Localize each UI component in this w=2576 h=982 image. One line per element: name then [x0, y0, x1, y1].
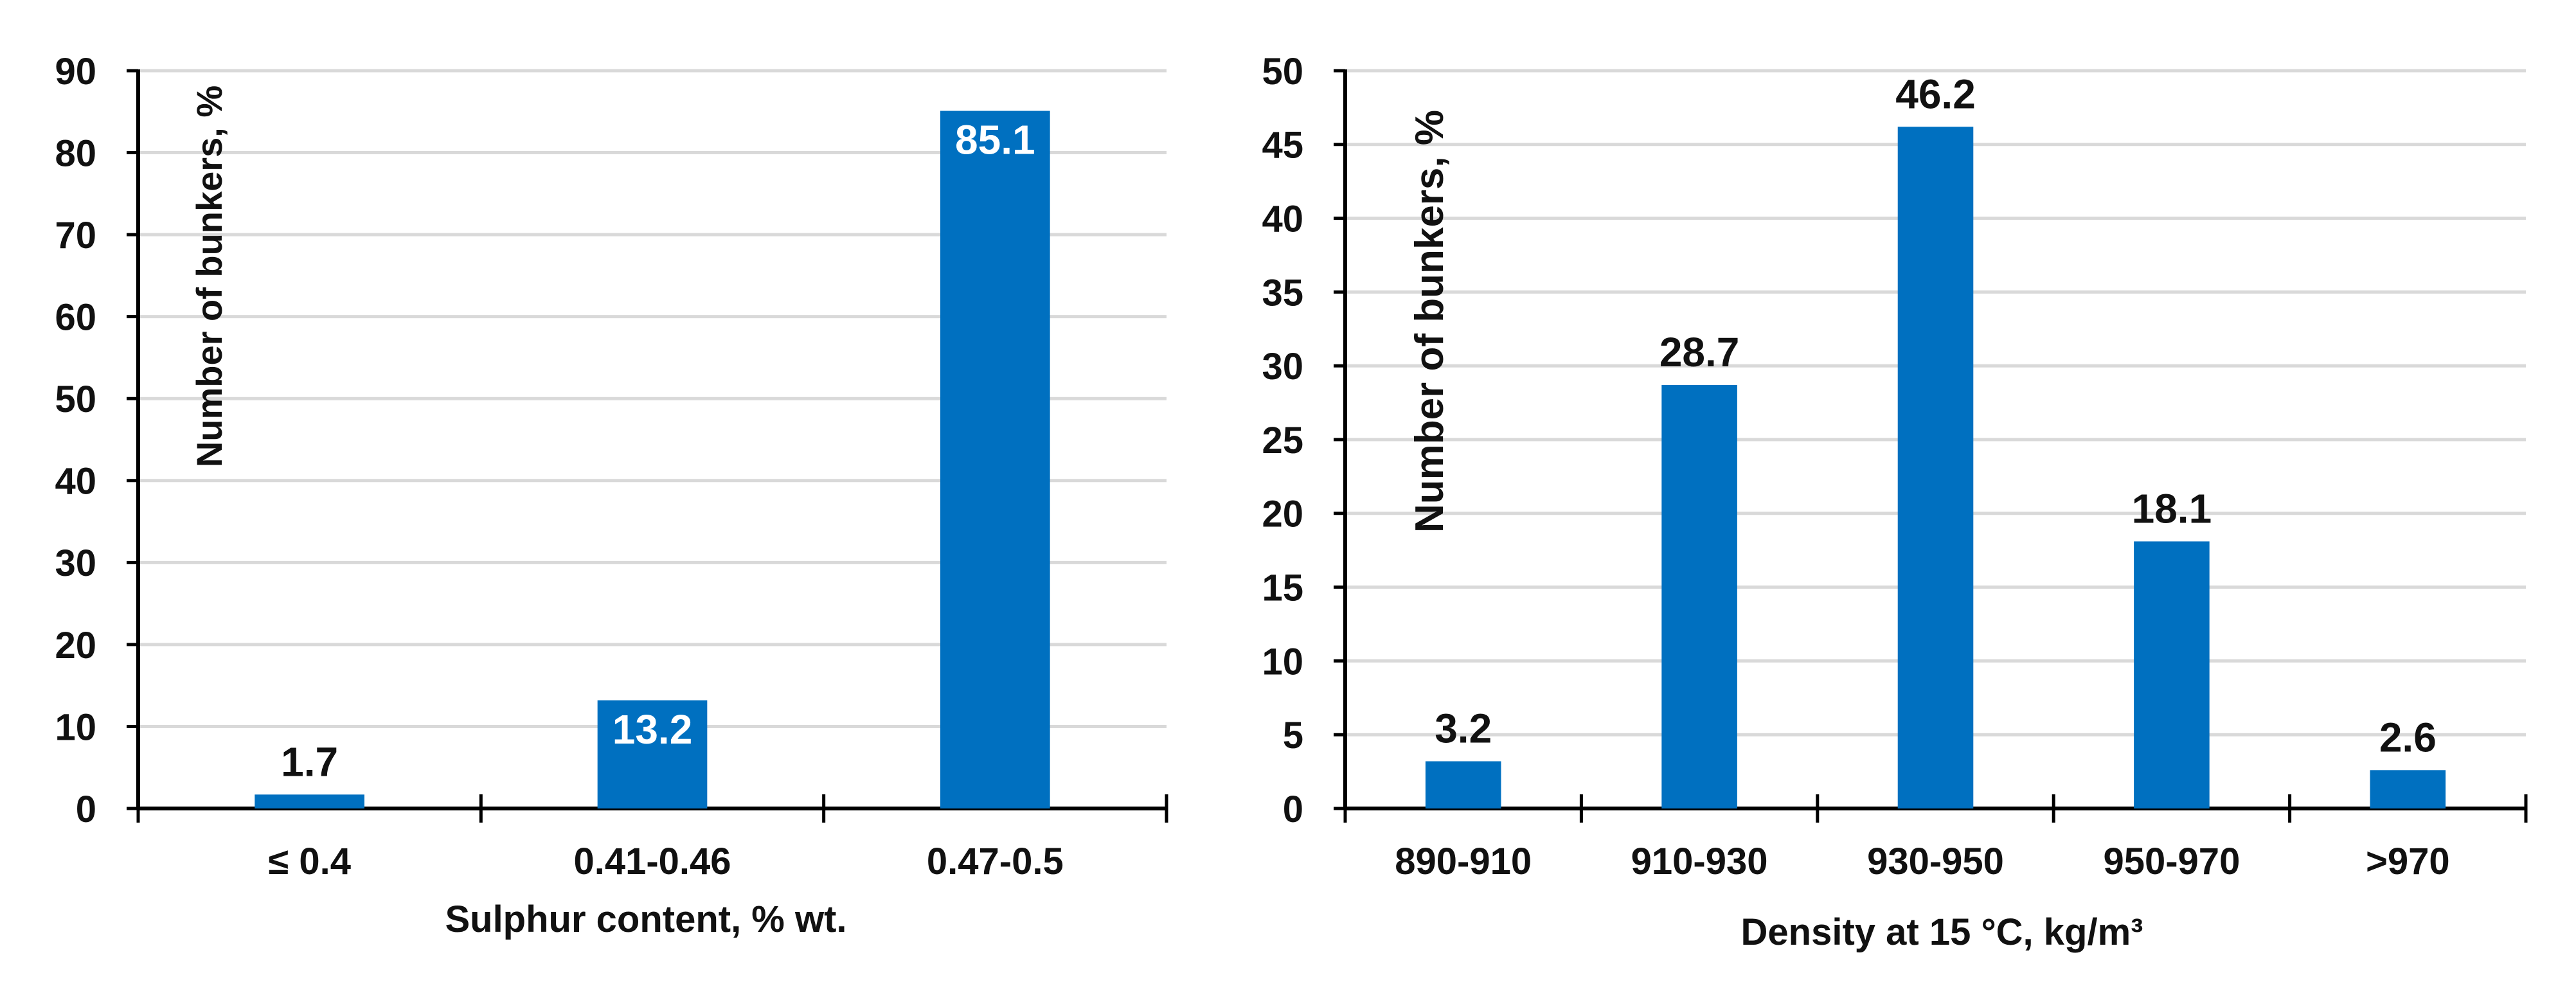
data-label: 85.1: [955, 117, 1035, 163]
x-tick-label: 0.47-0.5: [927, 841, 1064, 882]
y-axis-title: Number of bunkers, %: [1408, 110, 1452, 533]
x-axis-title: Density at 15 °C, kg/m³: [1741, 911, 2143, 953]
y-tick-label: 45: [1262, 125, 1303, 166]
bar: [255, 794, 364, 808]
bar: [1897, 127, 1974, 808]
bar: [1661, 385, 1737, 808]
x-axis-title: Sulphur content, % wt.: [445, 898, 846, 940]
sulphur-content-chart: 0 10 20 30 40 50 60 70 80 90 1.7 ≤ 0.4 13.2 0.41-0.46…: [55, 51, 1168, 940]
bar: [940, 111, 1050, 809]
y-tick-label: 35: [1262, 272, 1303, 314]
y-tick-label: 40: [1262, 198, 1303, 240]
data-label: 13.2: [613, 706, 693, 753]
y-tick-label: 25: [1262, 420, 1303, 461]
x-tick-label: 0.41-0.46: [573, 841, 731, 882]
y-tick-label: 80: [55, 132, 96, 174]
x-tick-label: 890-910: [1395, 841, 1532, 882]
y-tick-label: 30: [55, 542, 96, 584]
data-label: 18.1: [2132, 486, 2212, 532]
y-tick-label: 20: [55, 625, 96, 666]
y-tick-label: 10: [1262, 641, 1303, 683]
bar: [2134, 541, 2210, 808]
y-axis-title: Number of bunkers, %: [189, 85, 229, 467]
y-tick-label: 50: [55, 379, 96, 420]
data-label: 1.7: [281, 739, 338, 785]
y-tick-label: 40: [55, 461, 96, 503]
y-tick-label: 30: [1262, 346, 1303, 388]
x-tick-label: 930-950: [1867, 841, 2004, 882]
y-tick-label: 5: [1283, 715, 1303, 756]
y-tick-label: 90: [55, 51, 96, 93]
y-tick-label: 15: [1262, 567, 1303, 609]
data-label: 2.6: [2379, 715, 2437, 761]
y-tick-label: 0: [76, 789, 96, 830]
bar: [2370, 770, 2446, 808]
density-chart: 0 5 10 15 20 25 30 35 40 45 50 3.2 890-910 28.7 910-93…: [1262, 51, 2528, 953]
data-label: 46.2: [1895, 71, 1976, 117]
bar: [597, 700, 708, 808]
bar: [1425, 761, 1501, 808]
x-tick-label: 950-970: [2103, 841, 2240, 882]
y-tick-label: 20: [1262, 494, 1303, 535]
y-tick-label: 60: [55, 297, 96, 339]
y-tick-label: 70: [55, 215, 96, 256]
data-label: 28.7: [1659, 329, 1740, 375]
data-label: 3.2: [1435, 706, 1492, 752]
x-tick-label: ≤ 0.4: [268, 841, 351, 882]
y-tick-label: 0: [1283, 789, 1303, 830]
y-tick-label: 10: [55, 706, 96, 748]
x-tick-label: >970: [2366, 841, 2450, 882]
y-tick-label: 50: [1262, 51, 1303, 93]
x-tick-label: 910-930: [1631, 841, 1768, 882]
